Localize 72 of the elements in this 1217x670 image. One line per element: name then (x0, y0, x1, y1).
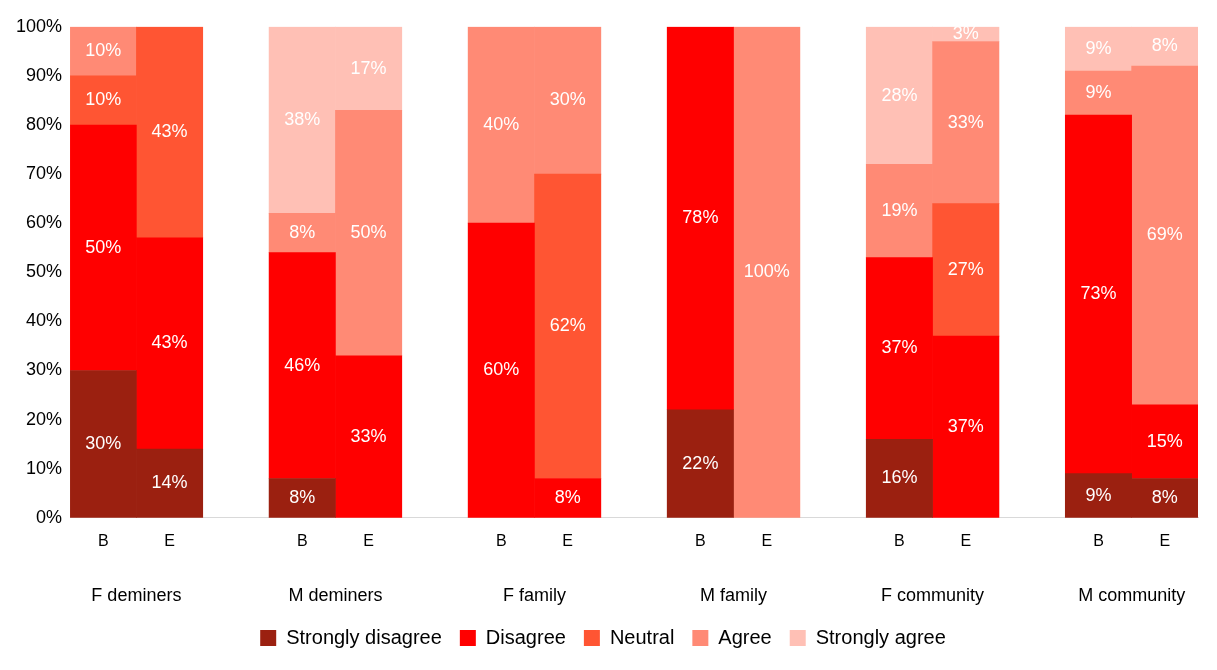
data-label: 30% (549, 89, 586, 110)
x-tick-label: B (695, 531, 706, 549)
data-label: 62% (549, 315, 586, 336)
x-tick-label: E (1159, 531, 1171, 549)
data-label: 8% (554, 487, 581, 508)
data-label: 33% (350, 425, 387, 446)
text: M family (700, 584, 768, 605)
data-label: 50% (85, 236, 122, 257)
data-label: 15% (1146, 430, 1183, 451)
x-tick-label: B (495, 531, 507, 549)
data-label: 22% (682, 452, 719, 473)
y-tick-label: 80% (26, 113, 63, 134)
text: F deminers (91, 584, 182, 605)
data-label: 3% (952, 23, 979, 44)
x-tick-label: B (1093, 531, 1104, 549)
data-label: 8% (289, 221, 316, 242)
data-label: 33% (947, 111, 984, 132)
data-label: 28% (881, 84, 918, 105)
x-tick-label: E (164, 531, 175, 549)
y-tick-label: 30% (26, 359, 63, 380)
data-label: 9% (1085, 484, 1112, 505)
data-label: 27% (947, 258, 984, 279)
data-label: 100% (743, 261, 790, 282)
x-tick-label: B (97, 531, 109, 549)
y-tick-label: 20% (26, 408, 63, 429)
y-tick-label: 90% (26, 64, 63, 85)
data-label: 10% (85, 89, 122, 110)
x-tick-label: E (761, 531, 773, 549)
data-label: 30% (85, 433, 122, 454)
data-label: 19% (881, 199, 918, 220)
text: F family (502, 584, 566, 605)
data-label: 37% (881, 337, 918, 358)
data-label: 8% (1151, 487, 1178, 508)
y-tick-label: 50% (26, 261, 63, 282)
data-label: 78% (682, 207, 719, 228)
data-label: 9% (1085, 37, 1112, 58)
y-tick-label: 70% (26, 163, 63, 184)
data-label: 50% (350, 221, 387, 242)
data-label: 43% (151, 332, 188, 353)
text: F community (881, 584, 985, 605)
data-label: 37% (947, 415, 984, 436)
x-tick-label: B (894, 531, 905, 549)
data-label: 16% (881, 467, 918, 488)
legend-label: Neutral (609, 625, 675, 648)
text: M community (1078, 584, 1186, 605)
data-label: 8% (289, 487, 316, 508)
x-tick-label: E (960, 531, 972, 549)
legend-label: Disagree (485, 625, 566, 648)
legend-label: Agree (718, 625, 772, 648)
data-label: 60% (483, 359, 520, 380)
y-tick-label: 60% (26, 212, 63, 233)
data-label: 43% (151, 121, 188, 142)
text: M deminers (288, 584, 383, 605)
data-label: 69% (1146, 224, 1183, 245)
x-tick-label: E (562, 531, 573, 549)
y-tick-label: 100% (15, 15, 63, 36)
x-tick-label: E (363, 531, 374, 549)
y-tick-label: 0% (36, 506, 63, 527)
data-label: 73% (1080, 283, 1117, 304)
data-label: 46% (284, 354, 321, 375)
data-label: 10% (85, 40, 122, 61)
x-tick-label: B (296, 531, 308, 549)
data-label: 14% (151, 472, 188, 493)
data-label: 38% (284, 109, 321, 130)
legend-label: Strongly agree (815, 625, 946, 648)
data-label: 9% (1085, 82, 1112, 103)
legend-label: Strongly disagree (286, 625, 442, 648)
y-tick-label: 10% (26, 457, 63, 478)
data-label: 17% (350, 57, 387, 78)
data-label: 40% (483, 113, 520, 134)
y-tick-label: 40% (26, 310, 63, 331)
data-label: 8% (1151, 35, 1178, 56)
